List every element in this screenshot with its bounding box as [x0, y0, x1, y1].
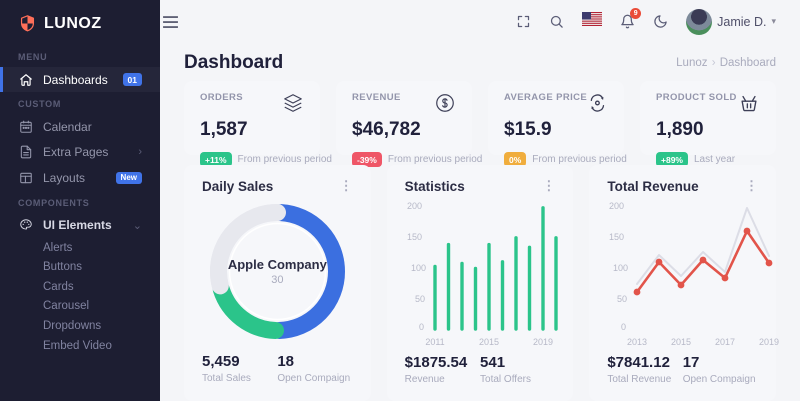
svg-text:2019: 2019: [759, 337, 779, 347]
svg-text:2015: 2015: [479, 337, 499, 347]
svg-text:0: 0: [419, 322, 424, 332]
svg-text:0: 0: [621, 322, 626, 332]
svg-text:2017: 2017: [715, 337, 735, 347]
svg-text:150: 150: [407, 232, 422, 242]
svg-text:2011: 2011: [425, 337, 444, 347]
svg-text:200: 200: [407, 201, 422, 211]
svg-text:50: 50: [617, 294, 627, 304]
svg-text:2013: 2013: [627, 337, 647, 347]
svg-text:200: 200: [609, 201, 624, 211]
svg-text:2015: 2015: [671, 337, 691, 347]
svg-text:50: 50: [415, 294, 425, 304]
svg-text:100: 100: [613, 263, 628, 273]
svg-text:150: 150: [609, 232, 624, 242]
svg-text:100: 100: [411, 263, 426, 273]
svg-text:2019: 2019: [533, 337, 553, 347]
